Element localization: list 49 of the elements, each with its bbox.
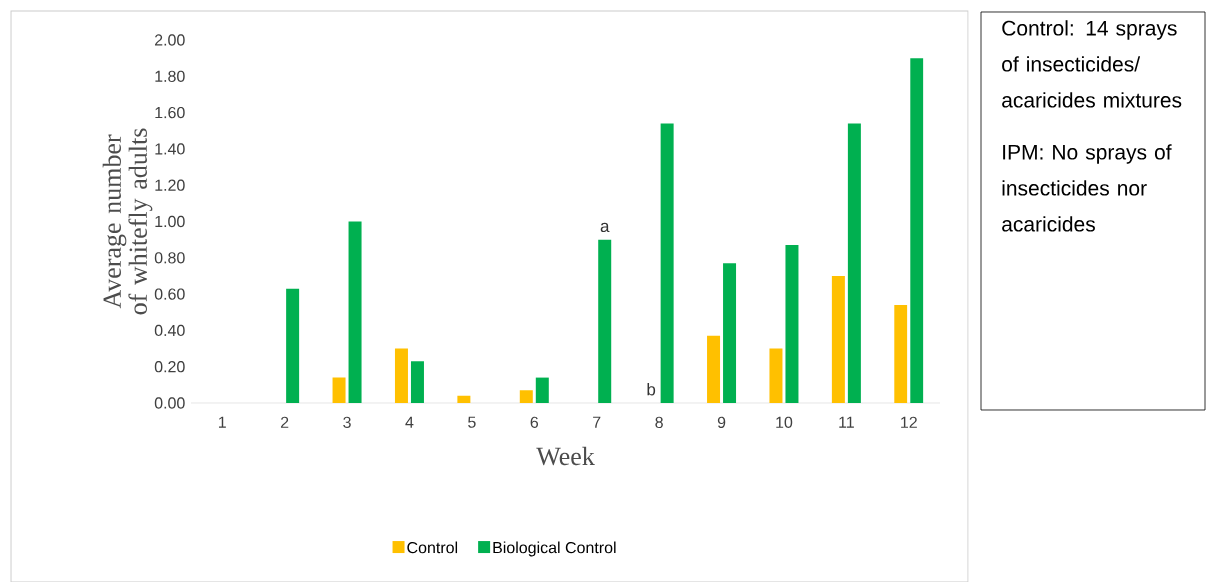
x-tick-label: 5 [468, 416, 476, 428]
bar [723, 263, 737, 403]
y-tick-label: 1.80 [155, 70, 185, 82]
annotation: b [647, 382, 656, 396]
x-tick-label: 8 [655, 416, 663, 428]
annotation: a [600, 222, 610, 233]
bar [910, 58, 924, 403]
y-tick-label: 2.00 [155, 34, 185, 46]
x-tick-label: 9 [717, 416, 726, 428]
y-tick-label: 0.60 [154, 288, 185, 300]
bar [847, 123, 861, 403]
y-tick-label: 0.80 [154, 252, 185, 264]
bar [707, 335, 721, 403]
bar [535, 377, 549, 403]
bar [332, 377, 346, 403]
bar [394, 348, 408, 403]
bar [457, 395, 471, 403]
y-tick-label: 0.20 [154, 361, 185, 373]
x-tick-label: 12 [901, 416, 917, 428]
bar [410, 361, 424, 403]
y-tick-label: 0.00 [154, 397, 185, 409]
legend-label: Control [407, 541, 458, 554]
x-tick-label: 7 [593, 416, 601, 428]
x-axis-title: Week [536, 446, 595, 466]
x-tick-label: 1 [218, 416, 226, 428]
bar [831, 275, 845, 403]
legend-label: Biological Control [493, 541, 616, 557]
bar [348, 221, 362, 403]
bar [894, 304, 908, 403]
y-tick-label: 1.00 [155, 215, 185, 228]
y-tick-label: 1.40 [155, 143, 185, 155]
bar [660, 123, 674, 403]
bar [286, 288, 300, 403]
text: IPM: No sprays of insecticides nor acaricides [1002, 144, 1172, 232]
bar [785, 245, 799, 403]
bar [769, 348, 783, 403]
bar [598, 239, 612, 403]
y-tick-label: 1.60 [155, 106, 185, 119]
x-tick-label: 3 [343, 416, 351, 428]
x-tick-label: 10 [776, 416, 793, 428]
bar [519, 390, 533, 403]
x-tick-label: 6 [530, 416, 539, 428]
y-axis-title: Average number of whitefly adults [102, 128, 153, 315]
y-tick-label: 1.20 [155, 179, 185, 191]
x-tick-label: 11 [839, 416, 854, 428]
text: Control: 14 sprays of insecticides/ acaricides mixtures [1002, 20, 1182, 108]
y-tick-label: 0.40 [154, 324, 185, 337]
x-tick-label: 4 [405, 416, 414, 428]
x-tick-label: 2 [280, 416, 289, 428]
